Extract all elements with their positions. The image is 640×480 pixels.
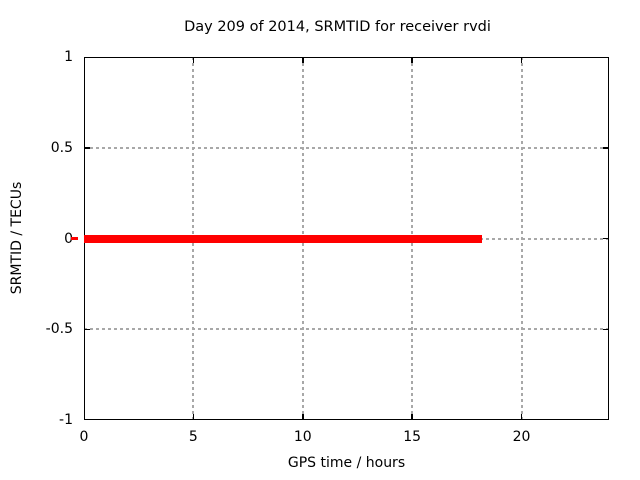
x-tick-top: [411, 57, 413, 63]
y-tick-label: 1: [64, 49, 73, 65]
x-tick-label: 20: [512, 429, 531, 445]
y-tick-left: [84, 147, 90, 149]
x-tick-top: [192, 57, 195, 63]
y-tick-label: 0: [64, 230, 73, 247]
x-tick-label: 10: [293, 429, 312, 445]
y-tick-label: -1: [59, 412, 73, 428]
x-tick-bottom: [520, 414, 523, 420]
y-tick-label: 0.5: [50, 139, 73, 156]
y-gridline: [84, 146, 609, 149]
srmtid-line-left-cap: [70, 237, 78, 240]
y-tick-right: [603, 237, 609, 240]
x-axis-title: GPS time / hours: [287, 455, 406, 471]
x-tick-bottom: [302, 414, 304, 420]
x-tick-bottom: [192, 414, 195, 420]
y-tick-right: [603, 328, 609, 330]
x-tick-top: [302, 57, 304, 63]
y-tick-label: -0.5: [45, 321, 73, 338]
x-tick-label: 5: [188, 429, 198, 445]
x-tick-label: 15: [403, 429, 422, 445]
x-tick-bottom: [411, 414, 413, 420]
x-tick-label: 0: [79, 429, 89, 445]
srmtid-data-line: [84, 234, 483, 243]
chart-title: Day 209 of 2014, SRMTID for receiver rvd…: [184, 19, 491, 35]
x-tick-top: [520, 57, 523, 63]
y-gridline: [84, 328, 609, 331]
y-tick-left: [84, 328, 90, 330]
y-tick-right: [603, 147, 609, 149]
